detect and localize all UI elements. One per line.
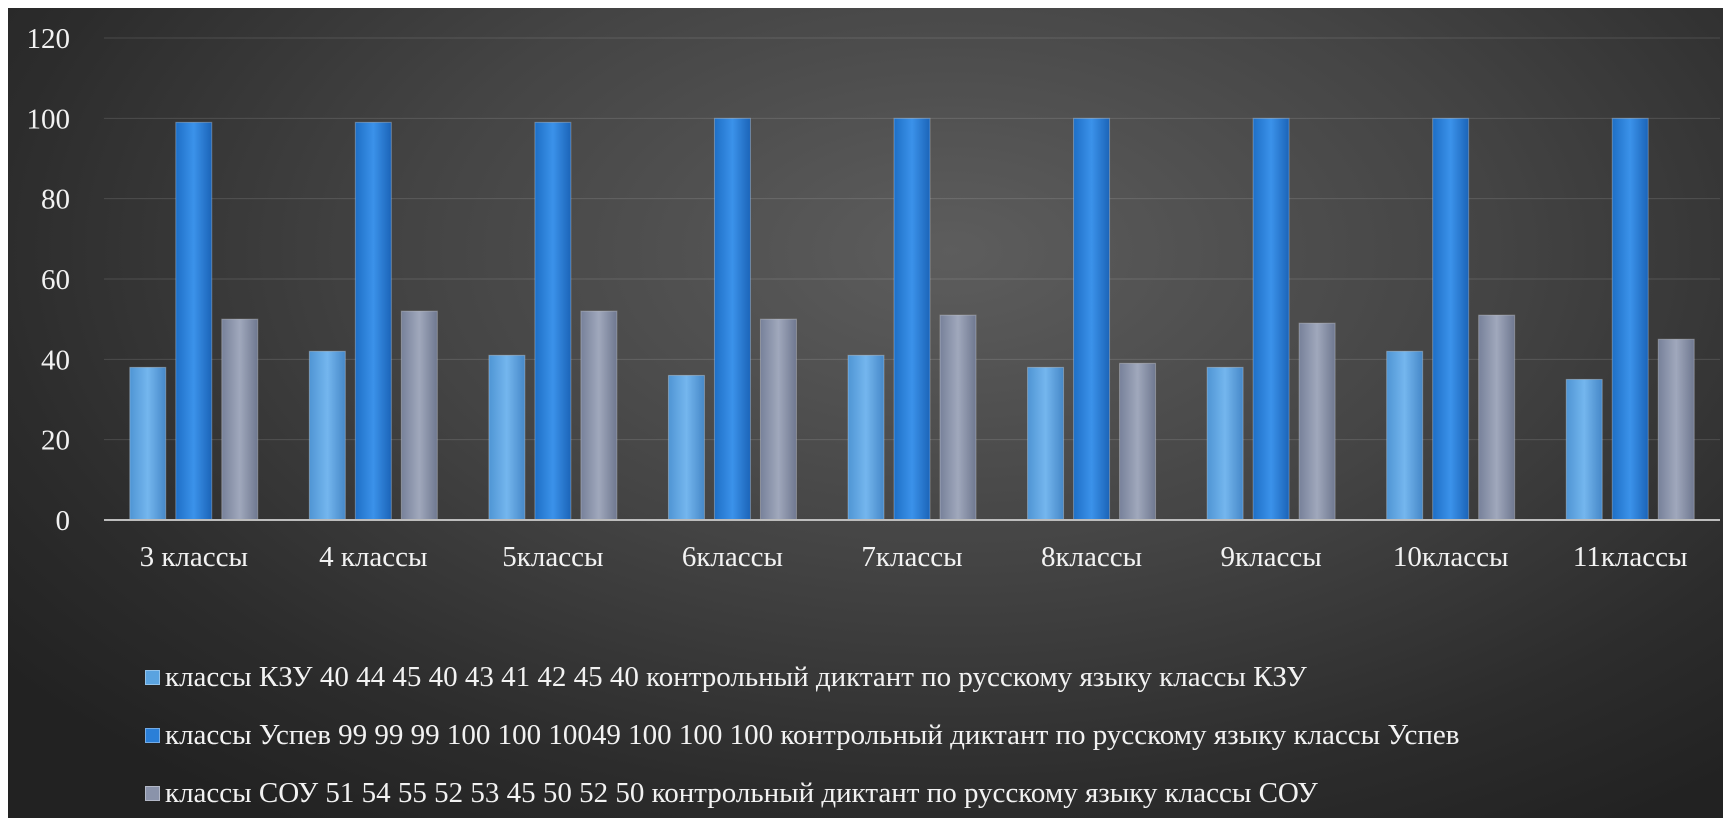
x-category-label: 11классы (1573, 541, 1688, 573)
legend-label-uspev: классы Успев 99 99 99 100 100 10049 100 … (165, 719, 1460, 751)
chart-frame: 0 20 40 60 80 100 120 3 классы 4 классы 5классы 6… (8, 8, 1723, 818)
x-category-label: 5классы (502, 541, 603, 573)
x-axis-category-labels: 3 классы 4 классы 5классы 6классы 7классы 8кл… (140, 541, 1688, 573)
bar-sou (400, 310, 438, 521)
x-category-label: 4 классы (319, 541, 427, 573)
bar-kzu (667, 374, 705, 521)
bar-uspev (1611, 117, 1649, 521)
legend-swatch-kzu (145, 669, 160, 685)
legend-item-uspev: классы Успев 99 99 99 100 100 10049 100 … (145, 706, 1459, 764)
y-tick-label: 0 (56, 505, 71, 537)
y-tick-label: 60 (41, 264, 70, 296)
x-category-label: 6классы (682, 541, 783, 573)
bar-chart: 0 20 40 60 80 100 120 3 классы 4 классы 5классы 6… (27, 23, 1720, 573)
x-category-label: 8классы (1041, 541, 1142, 573)
y-tick-label: 40 (41, 344, 70, 376)
bar-uspev (1252, 117, 1290, 521)
bar-sou (1657, 338, 1695, 521)
y-tick-label: 120 (27, 23, 71, 55)
y-tick-label: 100 (27, 103, 71, 135)
bar-uspev (713, 117, 751, 521)
bar-kzu (1386, 350, 1424, 521)
bar-uspev (354, 121, 392, 521)
legend-label-sou: классы СОУ 51 54 55 52 53 45 50 52 50 ко… (165, 777, 1318, 809)
legend-swatch-sou (145, 785, 160, 801)
bar-kzu (308, 350, 346, 521)
bar-uspev (175, 121, 213, 521)
legend-item-kzu: классы КЗУ 40 44 45 40 43 41 42 45 40 ко… (145, 648, 1459, 706)
legend-swatch-uspev (145, 727, 160, 743)
y-tick-label: 20 (41, 425, 70, 457)
bar-sou (939, 314, 977, 521)
bar-kzu (1565, 378, 1603, 521)
bar-sou (580, 310, 618, 521)
x-category-label: 7классы (861, 541, 962, 573)
bar-sou (1478, 314, 1516, 521)
legend: классы КЗУ 40 44 45 40 43 41 42 45 40 ко… (145, 648, 1459, 818)
bar-kzu (129, 366, 167, 521)
bar-sou (1119, 362, 1157, 521)
bar-sou (221, 318, 259, 521)
bar-uspev (893, 117, 931, 521)
x-category-label: 9классы (1221, 541, 1322, 573)
bar-uspev (534, 121, 572, 521)
bar-uspev (1073, 117, 1111, 521)
bar-sou (759, 318, 797, 521)
x-category-label: 10классы (1393, 541, 1509, 573)
bar-sou (1298, 322, 1336, 521)
y-axis-tick-labels: 0 20 40 60 80 100 120 (27, 23, 71, 537)
legend-item-sou: классы СОУ 51 54 55 52 53 45 50 52 50 ко… (145, 764, 1459, 818)
bar-kzu (1027, 366, 1065, 521)
y-tick-label: 80 (41, 184, 70, 216)
legend-label-kzu: классы КЗУ 40 44 45 40 43 41 42 45 40 ко… (165, 661, 1307, 693)
bar-uspev (1432, 117, 1470, 521)
bar-kzu (847, 354, 885, 521)
bar-kzu (1206, 366, 1244, 521)
bars (129, 117, 1695, 521)
x-category-label: 3 классы (140, 541, 248, 573)
bar-kzu (488, 354, 526, 521)
